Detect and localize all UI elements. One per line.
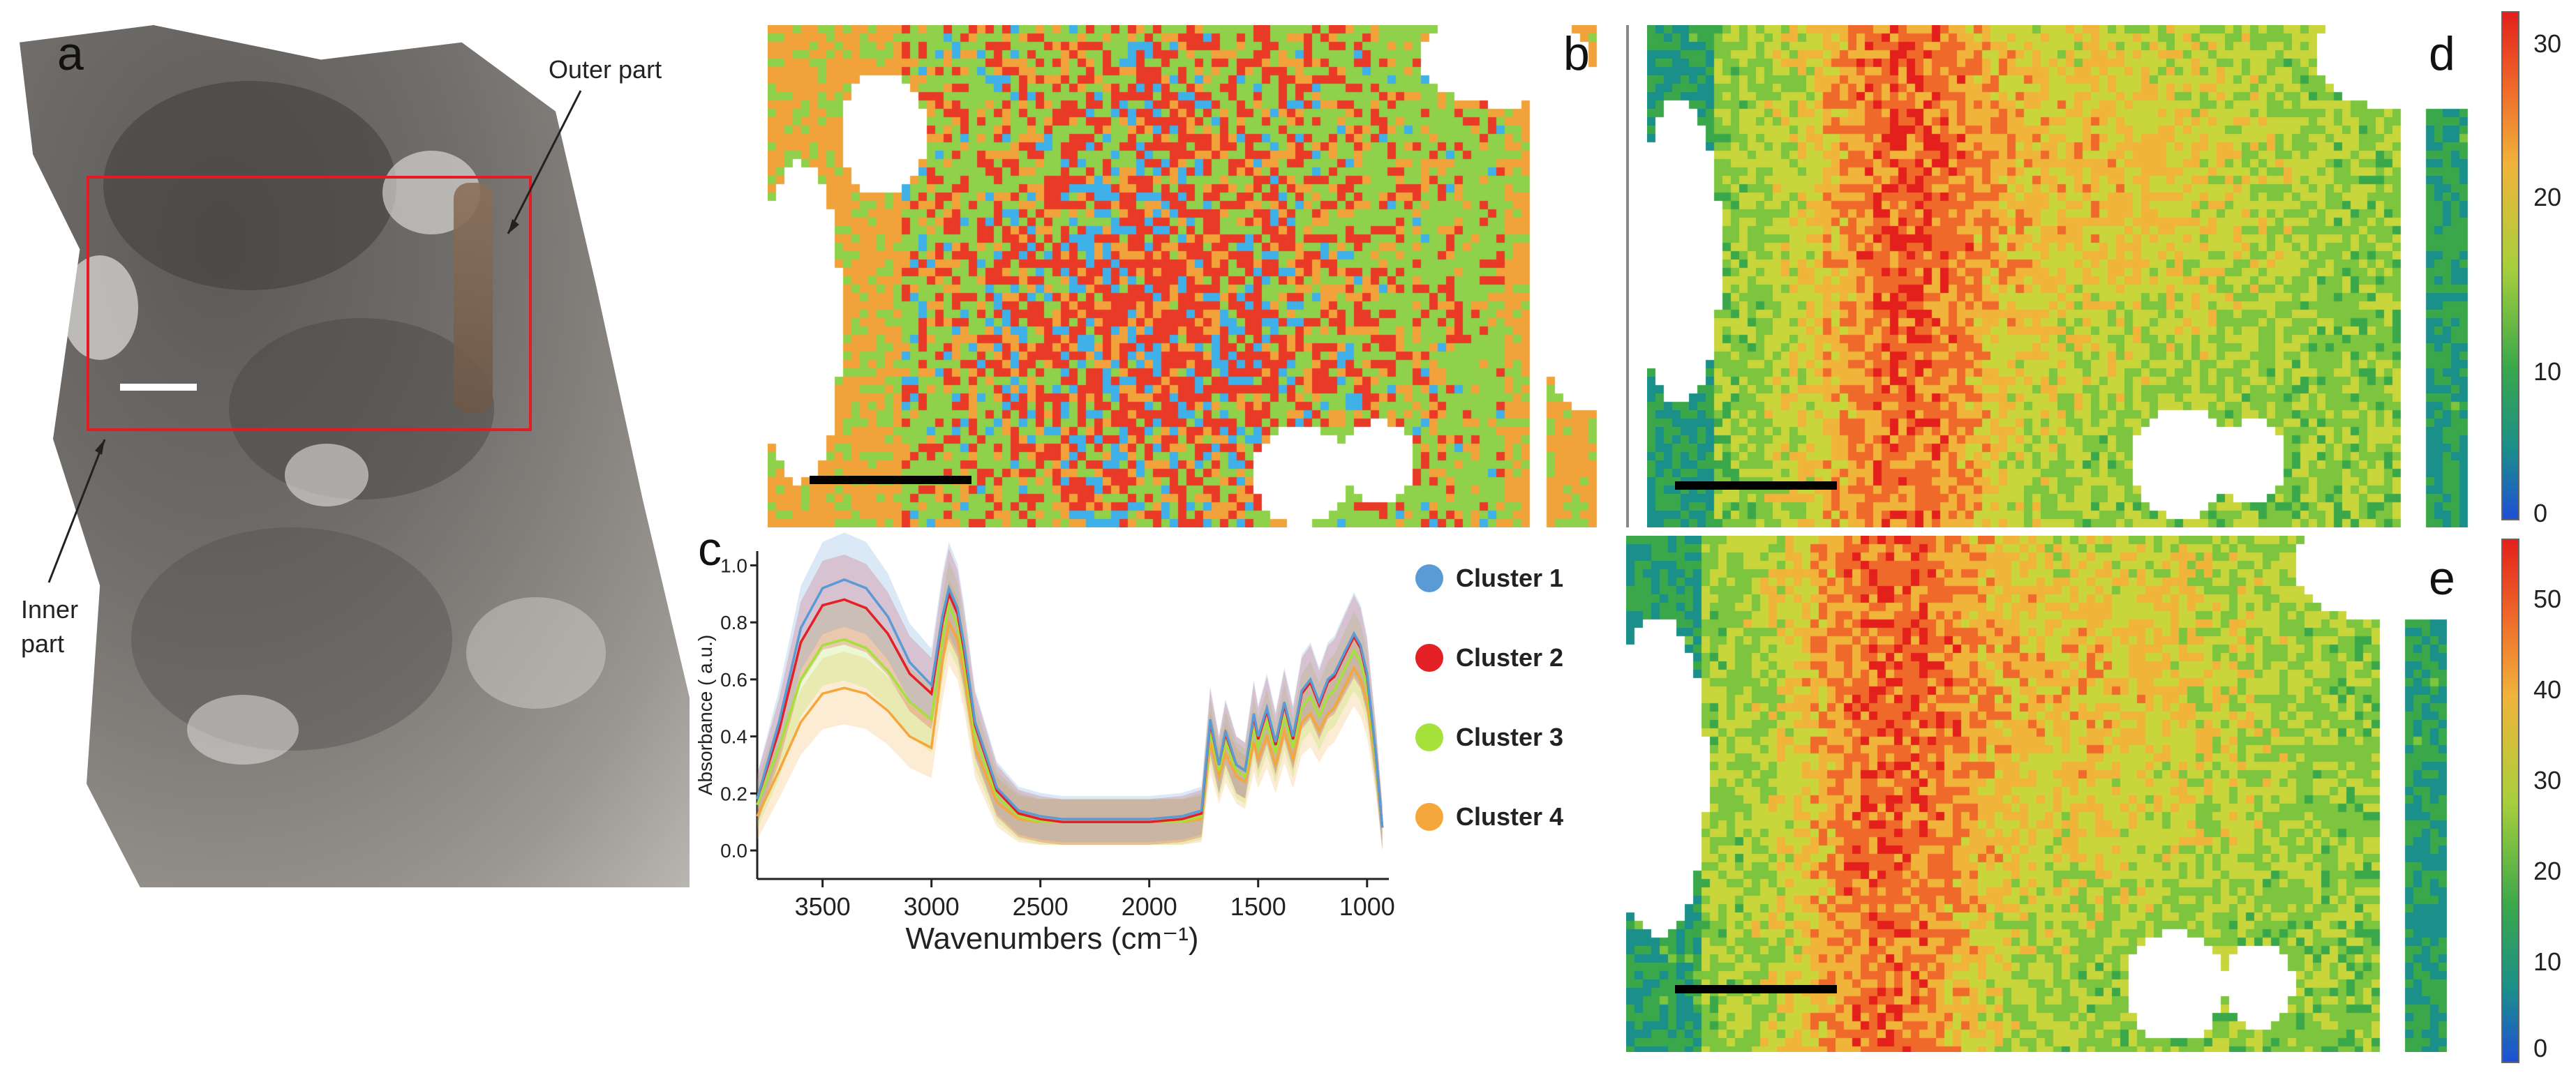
y-tick-label-0.0: 0.0 [720, 840, 747, 862]
legend-label-cluster-4: Cluster 4 [1456, 802, 1564, 831]
inner-part-line-2: part [21, 629, 65, 658]
legend-item-cluster-4: Cluster 4 [1415, 802, 1563, 832]
micrograph-image [20, 25, 690, 887]
colorbar-e [2501, 539, 2519, 1063]
legend-item-cluster-1: Cluster 1 [1415, 564, 1563, 593]
band-cluster-4 [757, 579, 1383, 850]
x-tick-label-1500: 1500 [1230, 892, 1286, 921]
scale-bar-e [1675, 985, 1837, 993]
heatmap-e-canvas [1626, 536, 2485, 1052]
spectra-chart: 3500 3000 2500 2000 1500 1000 0.0 0.2 0.4 0.6 0.8 1… [694, 532, 1395, 956]
x-tick-label-3000: 3000 [904, 892, 960, 921]
colorbar-e-tick-40: 40 [2533, 675, 2562, 704]
outer-strip [454, 183, 493, 413]
y-tick-label-0.2: 0.2 [720, 783, 747, 804]
colorbar-d-tick-0: 0 [2533, 499, 2548, 527]
y-tick-label-0.4: 0.4 [720, 726, 747, 748]
x-axis-label: Wavenumbers (cm⁻¹) [905, 922, 1198, 956]
legend-dot-cluster-2 [1415, 644, 1443, 672]
legend-item-cluster-3: Cluster 3 [1415, 723, 1563, 752]
colorbar-d-tick-30: 30 [2533, 29, 2562, 58]
outer-part-label: Outer part [549, 55, 662, 84]
heatmap-e [1626, 536, 2485, 1052]
colorbar-e-tick-10: 10 [2533, 947, 2562, 976]
x-tick-label-2500: 2500 [1013, 892, 1069, 921]
line-cluster-1 [756, 578, 1384, 828]
legend-label-cluster-2: Cluster 2 [1456, 643, 1564, 672]
inner-part-label: Inner part [21, 593, 78, 661]
scale-bar-b [810, 476, 971, 484]
scale-bar-d [1675, 481, 1837, 490]
colorbar-d-tick-20: 20 [2533, 183, 2562, 211]
colorbar-e-tick-50: 50 [2533, 585, 2562, 613]
cluster-map [768, 25, 1629, 527]
legend-dot-cluster-1 [1415, 564, 1443, 592]
region-of-interest-frame [87, 176, 532, 431]
y-axis-label: Absorbance ( a.u.) [694, 635, 716, 795]
y-tick-label-1.0: 1.0 [720, 555, 747, 576]
band-cluster-1 [757, 532, 1383, 850]
legend-label-cluster-3: Cluster 3 [1456, 723, 1564, 751]
colorbar-d [2501, 11, 2519, 520]
x-tick-label-2000: 2000 [1122, 892, 1177, 921]
colorbar-e-tick-0: 0 [2533, 1034, 2548, 1062]
panel-letter-a: a [57, 27, 84, 80]
heatmap-d-canvas [1647, 25, 2485, 527]
legend-label-cluster-1: Cluster 1 [1456, 564, 1564, 592]
colorbar-d-tick-10: 10 [2533, 357, 2562, 386]
x-tick-label-3500: 3500 [795, 892, 851, 921]
inner-part-line-1: Inner [21, 595, 79, 624]
scale-bar-a [120, 384, 197, 391]
heatmap-d [1647, 25, 2485, 527]
legend-dot-cluster-3 [1415, 723, 1443, 751]
cluster-map-canvas [768, 25, 1626, 527]
panel-letter-e: e [2429, 552, 2455, 605]
panel-letter-d: d [2429, 27, 2455, 80]
colorbar-e-tick-30: 30 [2533, 766, 2562, 795]
y-tick-label-0.8: 0.8 [720, 612, 747, 633]
y-tick-label-0.6: 0.6 [720, 669, 747, 691]
colorbar-e-tick-20: 20 [2533, 857, 2562, 885]
legend-dot-cluster-4 [1415, 803, 1443, 831]
panel-letter-c: c [698, 523, 722, 576]
legend-item-cluster-2: Cluster 2 [1415, 643, 1563, 672]
panel-letter-b: b [1563, 27, 1590, 80]
band-cluster-2 [757, 548, 1383, 850]
x-tick-label-1000: 1000 [1339, 892, 1395, 921]
